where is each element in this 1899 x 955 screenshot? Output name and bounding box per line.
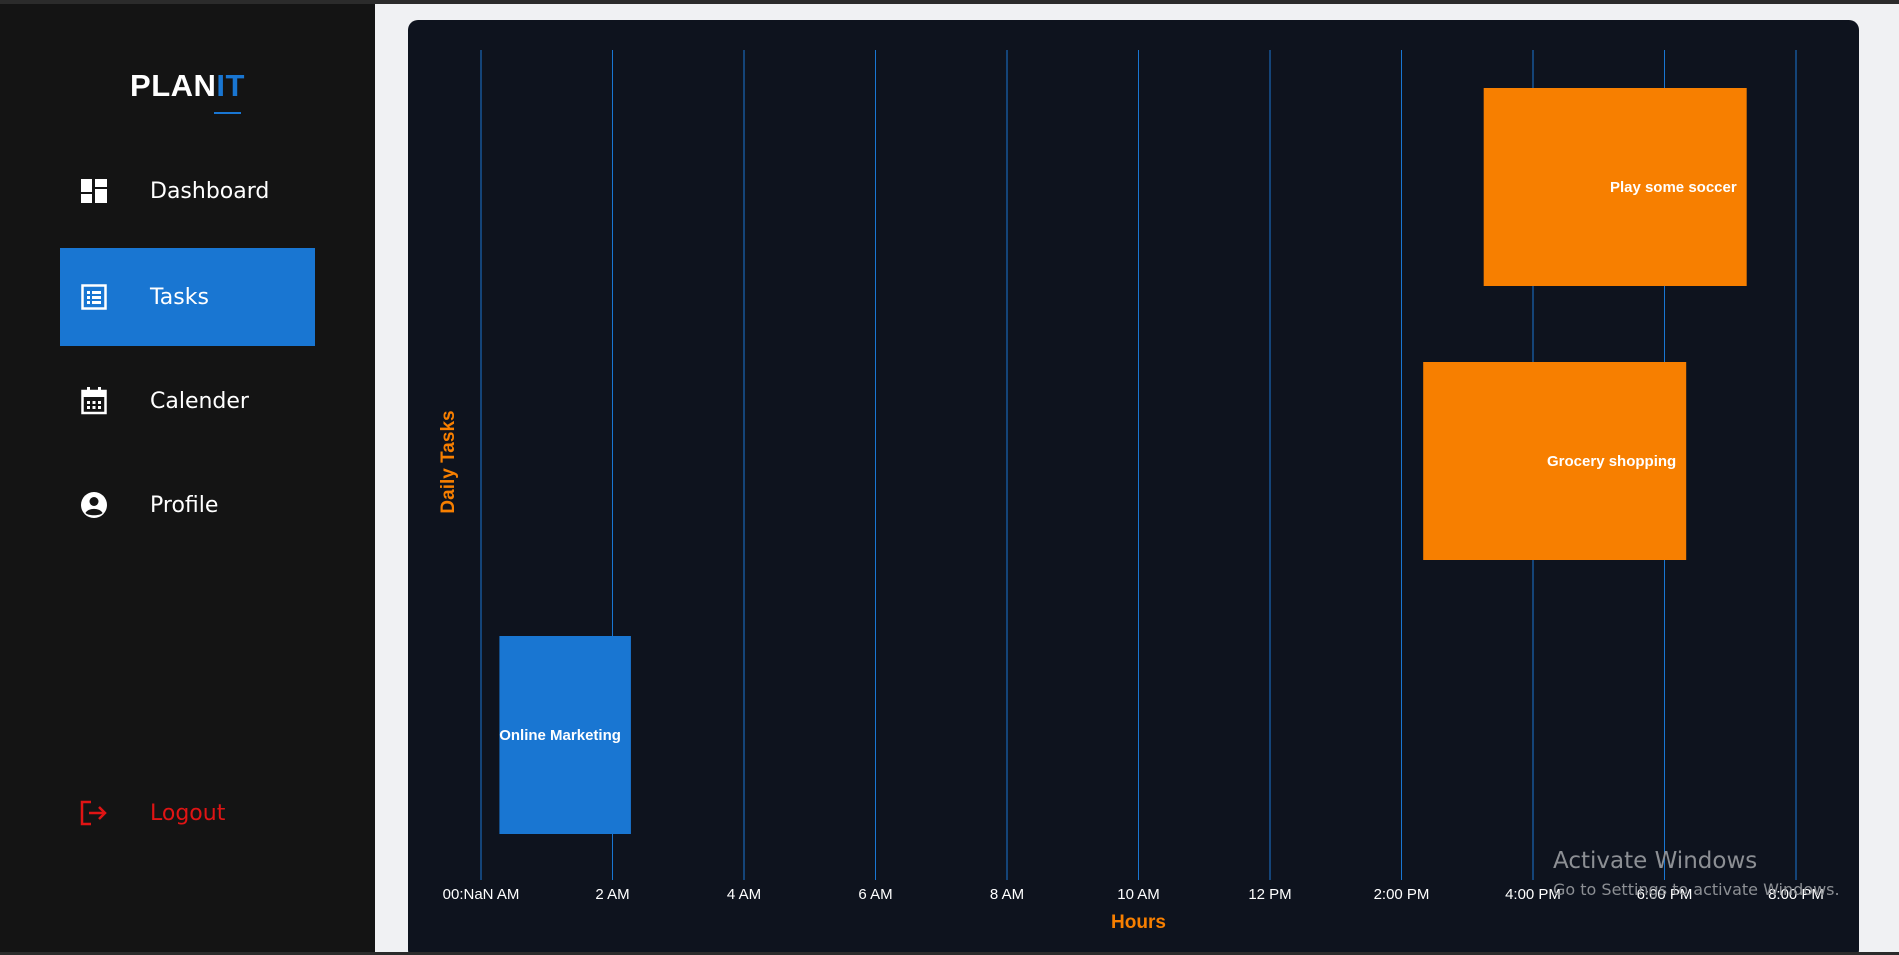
logout-label: Logout xyxy=(150,800,226,826)
calendar-icon xyxy=(80,387,108,415)
y-axis-title: Daily Tasks xyxy=(438,410,459,513)
watermark-subtitle: Go to Settings to activate Windows. xyxy=(1553,880,1840,899)
window-bottom-border xyxy=(0,952,1899,955)
task-bar xyxy=(1483,88,1747,286)
task-label: Online Marketing xyxy=(499,727,621,744)
x-tick-label: 00:NaN AM xyxy=(443,886,520,903)
x-tick-label: 6:00 PM xyxy=(1637,886,1693,903)
sidebar-item-tasks[interactable]: Tasks xyxy=(60,248,315,346)
logo-text-plan: PLAN xyxy=(130,68,217,103)
x-axis-title: Hours xyxy=(1111,912,1166,933)
activate-windows-watermark: Activate Windows Go to Settings to activ… xyxy=(1553,848,1840,899)
watermark-title: Activate Windows xyxy=(1553,848,1758,874)
task-bar xyxy=(499,636,631,834)
task-label: Grocery shopping xyxy=(1547,453,1676,470)
x-tick-label: 2 AM xyxy=(595,886,629,903)
x-tick-label: 6 AM xyxy=(858,886,892,903)
task-bar xyxy=(1423,362,1687,560)
sidebar-item-label: Dashboard xyxy=(150,178,270,204)
window-top-border xyxy=(0,0,1899,4)
app-logo[interactable]: PLANIT xyxy=(0,68,375,104)
sidebar-item-label: Profile xyxy=(150,492,219,518)
chart-svg: 00:NaN AM 2 AM 4 AM 6 AM 8 AM 10 AM 12 PM 2:00 … xyxy=(438,50,1824,933)
x-tick-label: 4:00 PM xyxy=(1505,886,1561,903)
x-tick-label: 2:00 PM xyxy=(1374,886,1430,903)
sidebar-item-dashboard[interactable]: Dashboard xyxy=(60,142,315,240)
sidebar-item-label: Tasks xyxy=(150,284,209,310)
x-tick-label: 10 AM xyxy=(1117,886,1160,903)
tasks-list-icon xyxy=(80,283,108,311)
logo-text-it: IT xyxy=(216,68,245,103)
logout-icon xyxy=(80,799,108,827)
sidebar: PLANIT Dashboard Tasks Calender Profile … xyxy=(0,4,375,952)
sidebar-item-calendar[interactable]: Calender xyxy=(60,352,315,450)
profile-icon xyxy=(80,491,108,519)
logo-underline xyxy=(214,112,241,114)
x-tick-label: 4 AM xyxy=(727,886,761,903)
x-tick-label: 12 PM xyxy=(1248,886,1291,903)
daily-tasks-chart: 00:NaN AM 2 AM 4 AM 6 AM 8 AM 10 AM 12 PM 2:00 … xyxy=(408,20,1859,955)
dashboard-icon xyxy=(80,177,108,205)
task-label: Play some soccer xyxy=(1610,179,1737,196)
sidebar-item-label: Calender xyxy=(150,388,249,414)
logout-button[interactable]: Logout xyxy=(60,764,315,862)
sidebar-item-profile[interactable]: Profile xyxy=(60,456,315,554)
x-tick-label: 8 AM xyxy=(990,886,1024,903)
x-tick-label: 8:00 PM xyxy=(1768,886,1824,903)
